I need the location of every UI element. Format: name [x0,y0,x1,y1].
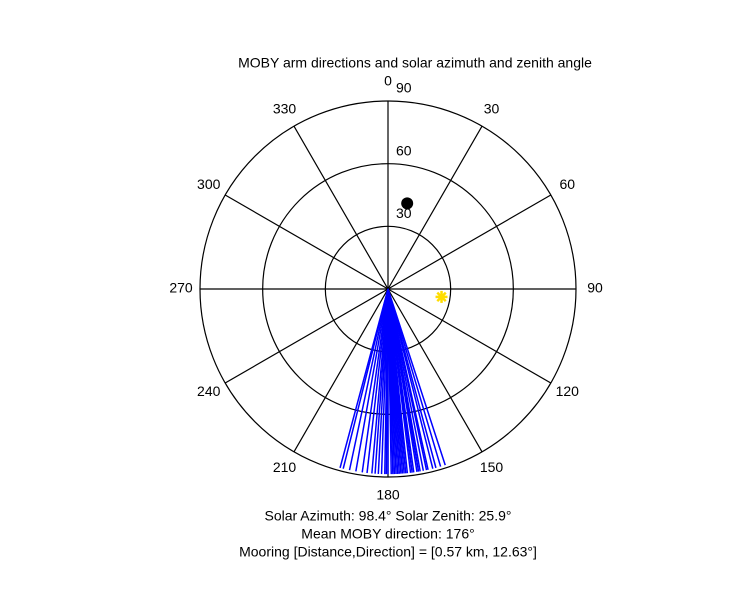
r-tick-label: 90 [396,80,412,96]
arm-direction [387,288,434,469]
spoke [387,288,552,384]
theta-tick-label: 120 [556,383,580,399]
arm-direction [366,288,389,474]
theta-tick-label: 180 [376,487,400,503]
spoke [387,194,552,290]
theta-tick-label: 90 [587,280,603,296]
footer-line: Solar Azimuth: 98.4° Solar Zenith: 25.9° [265,508,512,524]
theta-tick-label: 60 [559,176,575,192]
spoke [387,288,483,453]
mooring-marker [401,197,414,210]
spoke [293,125,389,290]
theta-tick-label: 30 [484,100,500,116]
theta-tick-label: 0 [384,73,392,89]
arm-direction [371,288,389,474]
arm-direction [361,288,389,473]
chart-title: MOBY arm directions and solar azimuth an… [238,55,592,71]
theta-tick-label: 210 [273,459,297,475]
arm-direction [355,288,389,472]
theta-tick-label: 150 [480,459,504,475]
footer-line: Mooring [Distance,Direction] = [0.57 km,… [239,544,537,560]
theta-tick-label: 270 [169,280,193,296]
arm-direction [387,288,446,466]
theta-tick-label: 240 [197,383,221,399]
arm-direction [348,288,389,471]
footer-line: Mean MOBY direction: 176° [301,526,474,542]
r-grid-circle [199,100,577,478]
arm-direction [387,288,442,467]
arm-direction [339,288,389,469]
sun-marker [435,290,448,303]
theta-tick-label: 330 [273,100,297,116]
spoke [224,194,389,290]
spoke [387,125,483,290]
r-tick-label: 60 [396,142,412,158]
theta-tick-label: 300 [197,176,221,192]
spoke [224,288,389,384]
spoke [293,288,389,453]
sun-ray [436,291,447,303]
